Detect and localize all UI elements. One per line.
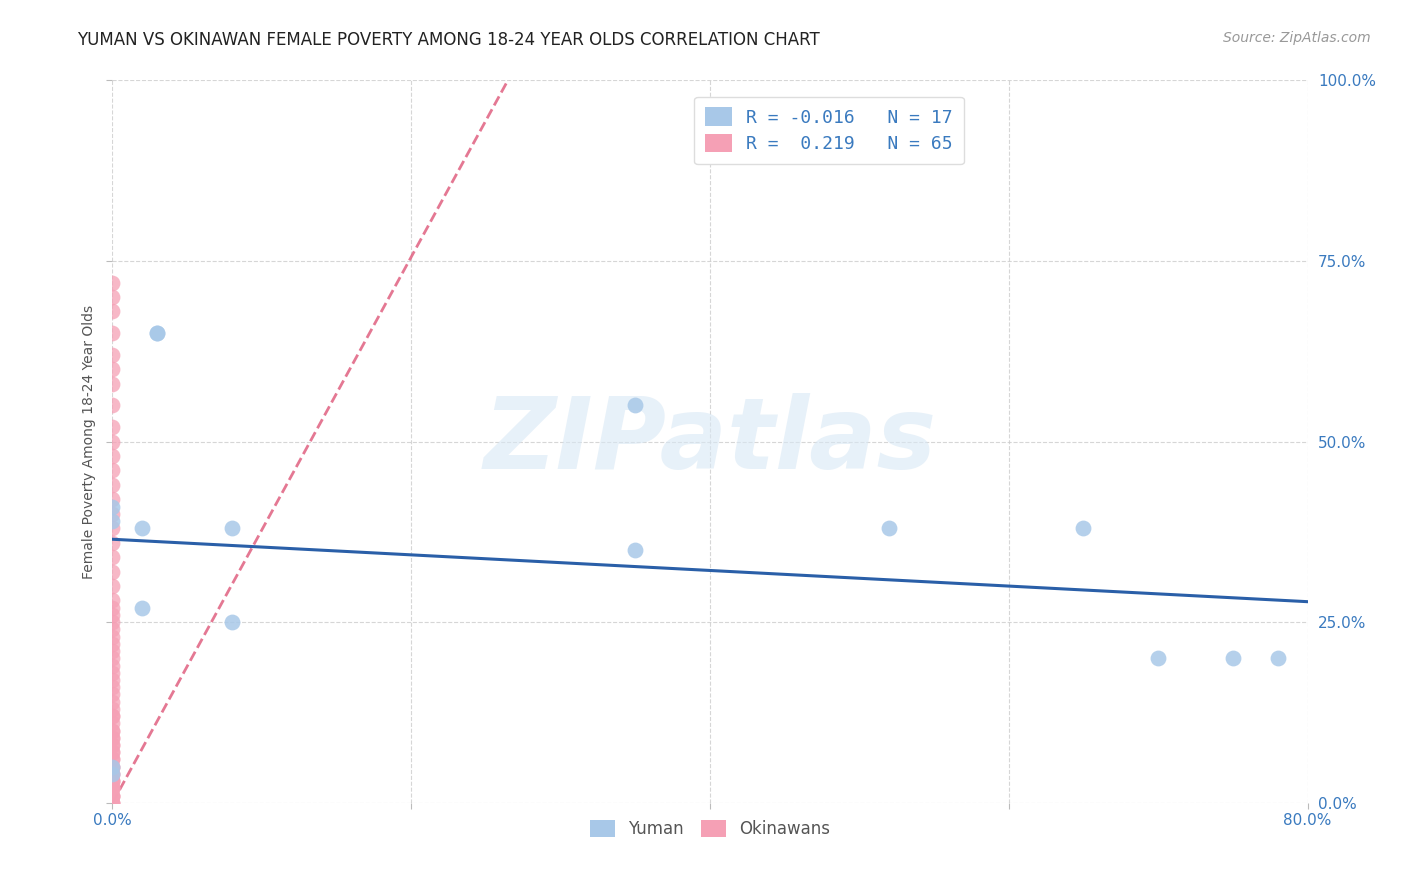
Point: [101, 709, 124, 723]
Point: [624, 542, 647, 557]
Point: [1267, 651, 1289, 665]
Point: [101, 463, 124, 477]
Point: [221, 521, 243, 535]
Point: [101, 398, 124, 412]
Point: [101, 745, 124, 759]
Point: [101, 723, 124, 738]
Point: [101, 774, 124, 789]
Point: [101, 716, 124, 731]
Point: [101, 478, 124, 492]
Point: [101, 781, 124, 796]
Point: [101, 767, 124, 781]
Point: [101, 781, 124, 796]
Point: [101, 507, 124, 521]
Point: [101, 579, 124, 593]
Point: [101, 665, 124, 680]
Point: [101, 500, 124, 514]
Point: [101, 767, 124, 781]
Point: [101, 434, 124, 449]
Point: [101, 326, 124, 340]
Point: [101, 789, 124, 803]
Point: [101, 658, 124, 673]
Point: [146, 326, 169, 340]
Point: [101, 731, 124, 745]
Point: [101, 781, 124, 796]
Point: [101, 376, 124, 391]
Point: [101, 362, 124, 376]
Point: [101, 615, 124, 630]
Point: [101, 789, 124, 803]
Point: [101, 752, 124, 766]
Point: [101, 348, 124, 362]
Point: [101, 760, 124, 774]
Text: Source: ZipAtlas.com: Source: ZipAtlas.com: [1223, 31, 1371, 45]
Point: [101, 709, 124, 723]
Point: [101, 651, 124, 665]
Point: [101, 600, 124, 615]
Point: [101, 702, 124, 716]
Point: [101, 760, 124, 774]
Point: [101, 680, 124, 694]
Point: [101, 774, 124, 789]
Point: [101, 304, 124, 318]
Point: [101, 449, 124, 463]
Point: [101, 637, 124, 651]
Point: [101, 738, 124, 752]
Point: [131, 600, 153, 615]
Y-axis label: Female Poverty Among 18-24 Year Olds: Female Poverty Among 18-24 Year Olds: [82, 304, 96, 579]
Point: [1147, 651, 1170, 665]
Point: [879, 521, 901, 535]
Point: [101, 565, 124, 579]
Point: [101, 630, 124, 644]
Point: [101, 723, 124, 738]
Point: [101, 290, 124, 304]
Text: YUMAN VS OKINAWAN FEMALE POVERTY AMONG 18-24 YEAR OLDS CORRELATION CHART: YUMAN VS OKINAWAN FEMALE POVERTY AMONG 1…: [77, 31, 820, 49]
Point: [101, 687, 124, 701]
Point: [221, 615, 243, 630]
Point: [131, 521, 153, 535]
Point: [101, 644, 124, 658]
Point: [101, 695, 124, 709]
Text: ZIPatlas: ZIPatlas: [484, 393, 936, 490]
Point: [101, 535, 124, 549]
Point: [101, 521, 124, 535]
Point: [624, 398, 647, 412]
Point: [101, 767, 124, 781]
Point: [101, 550, 124, 565]
Point: [101, 752, 124, 766]
Point: [101, 796, 124, 810]
Point: [1073, 521, 1095, 535]
Point: [101, 593, 124, 607]
Point: [101, 514, 124, 528]
Point: [101, 745, 124, 759]
Point: [101, 796, 124, 810]
Point: [1222, 651, 1244, 665]
Point: [101, 492, 124, 507]
Point: [101, 276, 124, 290]
Point: [101, 607, 124, 622]
Point: [101, 796, 124, 810]
Point: [101, 420, 124, 434]
Point: [146, 326, 169, 340]
Point: [101, 623, 124, 637]
Point: [101, 673, 124, 687]
Point: [101, 774, 124, 789]
Point: [101, 789, 124, 803]
Point: [101, 731, 124, 745]
Point: [101, 738, 124, 752]
Legend: Yuman, Okinawans: Yuman, Okinawans: [583, 814, 837, 845]
Point: [101, 760, 124, 774]
